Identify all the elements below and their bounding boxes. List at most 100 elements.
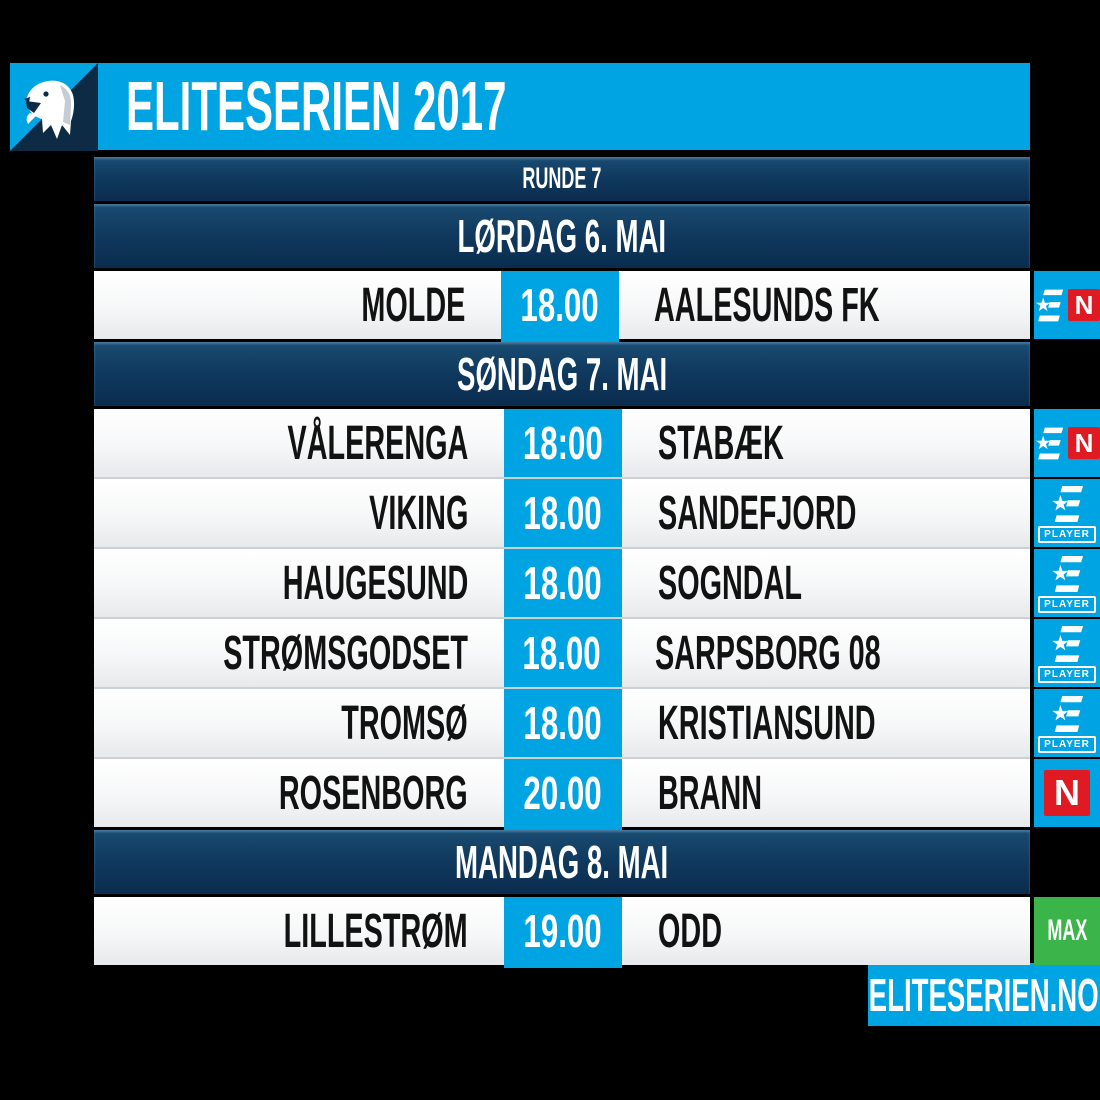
home-team-cell: MOLDE [94,271,501,339]
player-badge: PLAYER [1038,735,1096,753]
day-header: MANDAG 8. MAI [94,830,1030,894]
footer-banner: ELITESERIEN.NO [868,963,1100,1026]
player-badge: PLAYER [1038,525,1096,543]
home-team-label: VÅLERENGA [287,416,468,470]
kickoff-time-background [504,897,622,968]
kickoff-time-label: 18.00 [523,487,603,539]
day-header-label: MANDAG 8. MAI [455,836,669,888]
broadcaster-tile-eurosport-player: PLAYER [1034,689,1100,757]
broadcaster-tile-eurosport-player: PLAYER [1034,479,1100,547]
match-row: LILLESTRØM 19.00 ODD MAX [94,897,1100,968]
away-team-label: AALESUNDS FK [653,278,880,332]
round-banner: RUNDE 7 [94,157,1030,201]
home-team-cell: TROMSØ [94,689,504,757]
kickoff-time-cell: 18:00 [504,409,622,480]
away-team-label: BRANN [658,766,762,820]
match-row: ROSENBORG 20.00 BRANN N [94,757,1100,830]
broadcaster-tile-eurosport-player: PLAYER [1034,619,1100,687]
kickoff-time-cell: 19.00 [504,897,622,968]
home-team-label: LILLESTRØM [284,904,468,958]
kickoff-time-label: 18.00 [523,697,603,749]
schedule-table: RUNDE 7 LØRDAG 6. MAI MOLDE 18.00 AALESUNDS… [94,157,1100,968]
kickoff-time-cell: 18.00 [504,619,622,690]
kickoff-time-cell: 18.00 [500,271,619,342]
kickoff-time-background [504,479,622,550]
home-team-cell: ROSENBORG [94,759,504,827]
match-row: STRØMSGODSET 18.00 SARPSBORG 08 PLAYER [94,617,1100,690]
away-team-label: STABÆK [658,416,784,470]
n-channel-badge: N [1044,770,1090,816]
home-team-label: STRØMSGODSET [223,626,468,680]
home-team-label: HAUGESUND [282,556,468,610]
broadcaster-tile-tv-norge: N [1034,759,1100,827]
home-team-label: ROSENBORG [279,766,468,820]
match-row: MOLDE 18.00 AALESUNDS FK N [94,271,1100,342]
broadcaster-tile-eurosport-player: PLAYER [1034,549,1100,617]
away-team-label: SOGNDAL [658,556,802,610]
footer-label: ELITESERIEN.NO [868,968,1100,1021]
header-bar: ELITESERIEN 2017 [10,63,1030,150]
away-team-cell: STABÆK [622,409,1030,477]
kickoff-time-background [504,759,622,830]
n-channel-badge: N [1068,427,1100,459]
kickoff-time-label: 18.00 [523,557,603,609]
kickoff-time-label: 18.00 [522,627,601,679]
round-label: RUNDE 7 [522,162,602,195]
kickoff-time-background [500,271,619,342]
eurosport-icon [1034,426,1064,461]
home-team-cell: VÅLERENGA [94,409,504,477]
eurosport-icon [1034,288,1064,323]
match-row: TROMSØ 18.00 KRISTIANSUND PLAYER [94,687,1100,760]
away-team-label: KRISTIANSUND [658,696,876,750]
kickoff-time-cell: 18.00 [504,549,622,620]
kickoff-time-background [504,549,622,620]
away-team-cell: AALESUNDS FK [618,271,1030,339]
home-team-label: VIKING [368,486,468,540]
broadcaster-tile-eurosport-norge: N [1034,409,1100,477]
day-header-label: LØRDAG 6. MAI [457,210,667,262]
home-team-cell: STRØMSGODSET [94,619,504,687]
day-header: LØRDAG 6. MAI [94,204,1030,268]
eliteserien-bear-logo-icon [10,63,98,151]
home-team-cell: VIKING [94,479,504,547]
away-team-cell: BRANN [622,759,1030,827]
max-badge: MAX [1047,914,1088,947]
match-row: VÅLERENGA 18:00 STABÆK N [94,409,1100,480]
eurosport-icon [1050,484,1084,524]
home-team-cell: HAUGESUND [94,549,504,617]
away-team-cell: SOGNDAL [622,549,1030,617]
player-badge: PLAYER [1038,665,1096,683]
kickoff-time-cell: 20.00 [504,759,622,830]
day-header: SØNDAG 7. MAI [94,342,1030,406]
eurosport-icon [1050,694,1084,734]
kickoff-time-cell: 18.00 [504,479,622,550]
eurosport-icon [1050,624,1084,664]
broadcaster-tile-max: MAX [1034,897,1100,965]
match-row: HAUGESUND 18.00 SOGNDAL PLAYER [94,547,1100,620]
kickoff-time-background [504,619,622,690]
away-team-cell: ODD [622,897,1030,965]
day-header-label: SØNDAG 7. MAI [456,348,668,400]
player-badge: PLAYER [1038,595,1096,613]
kickoff-time-cell: 18.00 [504,689,622,760]
away-team-label: ODD [658,904,723,958]
page-title: ELITESERIEN 2017 [126,67,507,145]
kickoff-time-label: 19.00 [523,905,603,957]
away-team-cell: KRISTIANSUND [622,689,1030,757]
broadcaster-tile-eurosport-norge: N [1034,271,1100,339]
kickoff-time-label: 18:00 [522,417,604,469]
kickoff-time-background [504,409,622,480]
away-team-label: SARPSBORG 08 [655,626,881,680]
home-team-label: TROMSØ [341,696,468,750]
home-team-label: MOLDE [360,278,465,332]
kickoff-time-background [504,689,622,760]
home-team-cell: LILLESTRØM [94,897,504,965]
away-team-cell: SANDEFJORD [622,479,1030,547]
kickoff-time-label: 20.00 [523,767,603,819]
match-row: VIKING 18.00 SANDEFJORD PLAYER [94,477,1100,550]
away-team-label: SANDEFJORD [658,486,857,540]
away-team-cell: SARPSBORG 08 [619,619,1031,687]
kickoff-time-label: 18.00 [520,279,599,331]
n-channel-badge: N [1068,289,1100,321]
